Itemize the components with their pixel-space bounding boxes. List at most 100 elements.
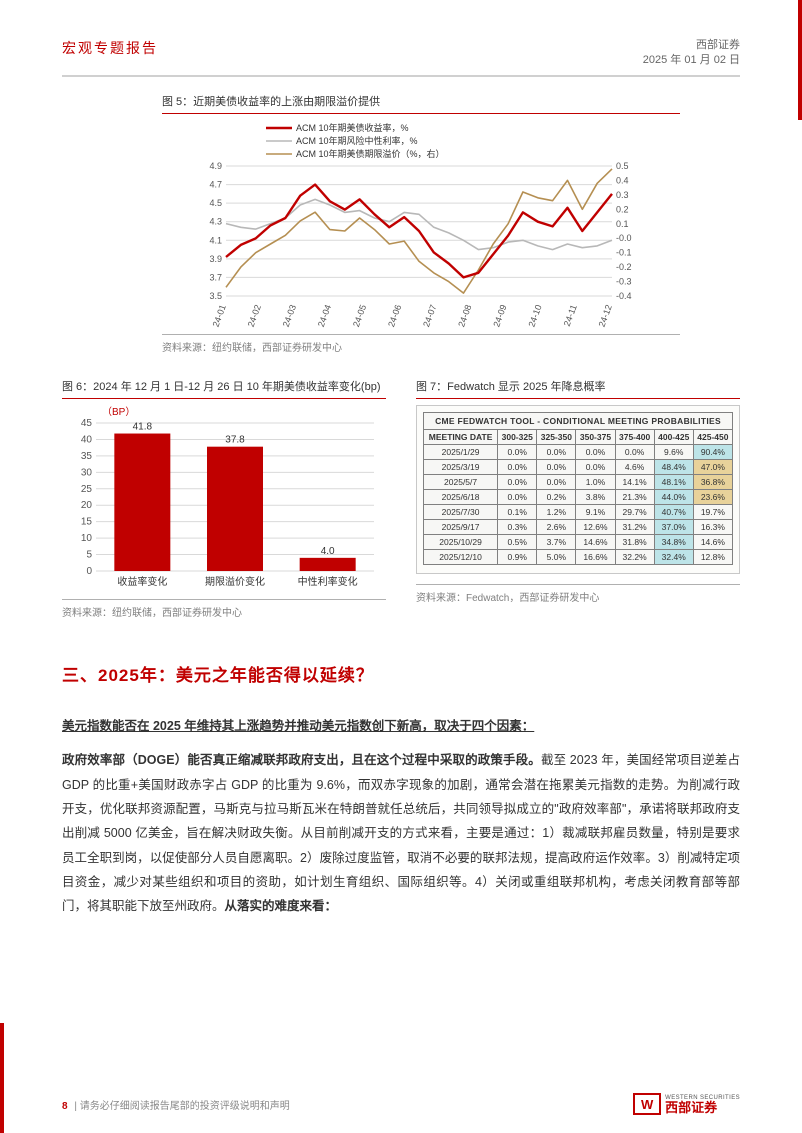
brand-name: 西部证券: [665, 1101, 740, 1114]
fig7-cell: 0.2%: [537, 489, 576, 504]
fig7-cell: 19.7%: [693, 504, 732, 519]
paragraph-body: 截至 2023 年，美国经常项目逆差占 GDP 的比重+美国财政赤字占 GDP …: [62, 753, 740, 913]
svg-text:0: 0: [86, 566, 92, 577]
page-content: 图 5：近期美债收益率的上涨由期限溢价提供 3.53.73.94.14.34.5…: [0, 77, 802, 919]
fig7-cell: 29.7%: [615, 504, 654, 519]
fig7-cell: 12.8%: [693, 549, 732, 564]
svg-text:24-10: 24-10: [526, 303, 543, 328]
section-paragraph: 政府效率部（DOGE）能否真正缩减联邦政府支出，且在这个过程中采取的政策手段。截…: [62, 748, 740, 919]
fig7-cell: 4.6%: [615, 459, 654, 474]
fig7-cell: 0.9%: [498, 549, 537, 564]
svg-text:3.7: 3.7: [209, 272, 222, 282]
svg-text:-0.0: -0.0: [616, 233, 632, 243]
section-title: 三、2025年：美元之年能否得以延续？: [62, 661, 740, 686]
svg-text:4.0: 4.0: [321, 546, 335, 557]
fig7-col-header: 325-350: [537, 429, 576, 444]
svg-text:-0.3: -0.3: [616, 276, 632, 286]
brand-logo: WESTERN SECURITIES 西部证券: [633, 1093, 740, 1115]
fig7-col-header: 300-325: [498, 429, 537, 444]
fig6-source: 资料来源：纽约联储，西部证券研发中心: [62, 599, 386, 619]
section-lead: 美元指数能否在 2025 年维持其上涨趋势并推动美元指数创下新高，取决于四个因素…: [62, 714, 740, 738]
fig7-cell: 0.1%: [498, 504, 537, 519]
svg-text:24-07: 24-07: [421, 303, 438, 328]
svg-text:-0.1: -0.1: [616, 247, 632, 257]
paragraph-bold-tail: 从落实的难度来看：: [225, 899, 338, 913]
fig7-cell: 48.4%: [654, 459, 693, 474]
svg-text:30: 30: [81, 467, 93, 478]
svg-text:ACM 10年期风险中性利率，%: ACM 10年期风险中性利率，%: [296, 135, 418, 146]
fig7-cell: 3.7%: [537, 534, 576, 549]
fig7-cell: 1.0%: [576, 474, 615, 489]
fig7-cell: 2025/10/29: [424, 534, 498, 549]
svg-text:24-06: 24-06: [386, 303, 403, 328]
fig7-cell: 3.8%: [576, 489, 615, 504]
svg-text:4.3: 4.3: [209, 216, 222, 226]
paragraph-bold-lead: 政府效率部（DOGE）能否真正缩减联邦政府支出，且在这个过程中采取的政策手段。: [62, 753, 541, 767]
fig7-col-header: MEETING DATE: [424, 429, 498, 444]
svg-text:4.7: 4.7: [209, 179, 222, 189]
svg-text:24-12: 24-12: [597, 303, 614, 328]
footer-left: 8 | 请务必仔细阅读报告尾部的投资评级说明和声明: [62, 1097, 290, 1112]
decorative-red-bar-bottom: [0, 1023, 4, 1133]
fig6-bar-chart: 051015202530354045（BP）41.8收益率变化37.8期限溢价变…: [62, 405, 382, 595]
fig7-cell: 9.6%: [654, 444, 693, 459]
svg-text:-0.2: -0.2: [616, 262, 632, 272]
fig7-cell: 0.5%: [498, 534, 537, 549]
fig7-cell: 47.0%: [693, 459, 732, 474]
fig7-cell: 0.0%: [498, 474, 537, 489]
svg-text:3.5: 3.5: [209, 291, 222, 301]
fig7-col-header: 375-400: [615, 429, 654, 444]
fig7-source: 资料来源：Fedwatch，西部证券研发中心: [416, 584, 740, 604]
fig7-cell: 5.0%: [537, 549, 576, 564]
fig7-col-header: 350-375: [576, 429, 615, 444]
fig7-cell: 32.2%: [615, 549, 654, 564]
doc-meta: 西部证券 2025 年 01 月 02 日: [643, 38, 740, 69]
footer-note: | 请务必仔细阅读报告尾部的投资评级说明和声明: [74, 1101, 289, 1112]
logo-mark-icon: [633, 1093, 661, 1115]
fig7-col-header: 425-450: [693, 429, 732, 444]
svg-text:4.1: 4.1: [209, 235, 222, 245]
svg-text:0.1: 0.1: [616, 219, 629, 229]
svg-text:25: 25: [81, 484, 93, 495]
fig7-cell: 40.7%: [654, 504, 693, 519]
fig7-cell: 0.0%: [537, 444, 576, 459]
logo-text-wrap: WESTERN SECURITIES 西部证券: [665, 1095, 740, 1114]
svg-text:ACM 10年期美债期限溢价（%，右）: ACM 10年期美债期限溢价（%，右）: [296, 148, 445, 159]
fig7-cell: 48.1%: [654, 474, 693, 489]
fig7-cell: 37.0%: [654, 519, 693, 534]
svg-text:5: 5: [86, 549, 92, 560]
svg-text:0.3: 0.3: [616, 190, 629, 200]
fig7-cell: 0.0%: [537, 474, 576, 489]
fig7-cell: 2025/9/17: [424, 519, 498, 534]
fig7-cell: 23.6%: [693, 489, 732, 504]
svg-text:24-01: 24-01: [211, 303, 228, 328]
issue-date: 2025 年 01 月 02 日: [643, 53, 740, 68]
svg-text:0.4: 0.4: [616, 175, 629, 185]
fig7-cell: 14.1%: [615, 474, 654, 489]
svg-text:4.5: 4.5: [209, 198, 222, 208]
fig6-title: 图 6：2024 年 12 月 1 日-12 月 26 日 10 年期美债收益率…: [62, 376, 386, 399]
svg-text:4.9: 4.9: [209, 161, 222, 171]
fig7-cell: 2.6%: [537, 519, 576, 534]
fig5-line-chart: 3.53.73.94.14.34.54.74.9-0.4-0.3-0.2-0.1…: [186, 120, 656, 330]
fig7-cell: 0.0%: [615, 444, 654, 459]
svg-text:24-05: 24-05: [351, 303, 368, 328]
fig7-cell: 31.8%: [615, 534, 654, 549]
fig7-cell: 32.4%: [654, 549, 693, 564]
svg-text:3.9: 3.9: [209, 254, 222, 264]
fig7-cell: 1.2%: [537, 504, 576, 519]
svg-text:期限溢价变化: 期限溢价变化: [205, 575, 265, 588]
svg-text:24-03: 24-03: [281, 303, 298, 328]
page-header: 宏观专题报告 西部证券 2025 年 01 月 02 日: [62, 0, 740, 77]
svg-text:收益率变化: 收益率变化: [117, 575, 167, 588]
decorative-red-bar-top: [798, 0, 802, 120]
fig7-cell: 2025/5/7: [424, 474, 498, 489]
doc-category: 宏观专题报告: [62, 38, 158, 69]
svg-text:（BP）: （BP）: [102, 406, 135, 418]
fig7-cell: 2025/12/10: [424, 549, 498, 564]
svg-text:24-09: 24-09: [491, 303, 508, 328]
fig7-cell: 0.0%: [498, 444, 537, 459]
svg-text:10: 10: [81, 533, 93, 544]
lead-sentence: 美元指数能否在 2025 年维持其上涨趋势并推动美元指数创下新高，取决于四个因素…: [62, 719, 534, 733]
svg-text:20: 20: [81, 500, 93, 511]
